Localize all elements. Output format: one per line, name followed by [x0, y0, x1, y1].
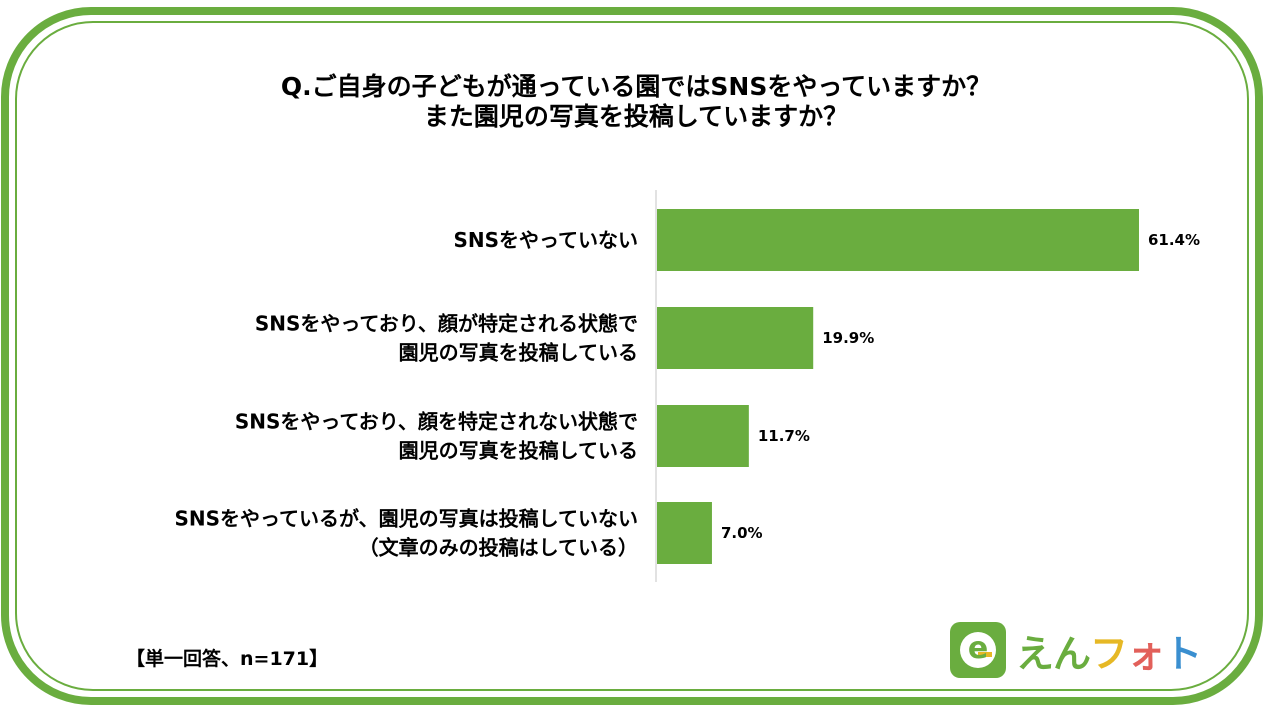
logo-char-0: え [1016, 631, 1054, 676]
enphoto-logo: e えんフォト [950, 622, 1202, 678]
logo-wordmark: えんフォト [1016, 623, 1202, 678]
outer-frame [1, 7, 1263, 705]
chart-title-line-1: Q.ご自身の子どもが通っている園ではSNSをやっていますか？ [280, 72, 992, 101]
logo-char-2: フ [1090, 631, 1128, 676]
logo-char-1: ん [1053, 631, 1091, 676]
logo-char-3: ォ [1127, 631, 1165, 676]
logo-e-icon: e [950, 622, 1006, 678]
chart-title: Q.ご自身の子どもが通っている園ではSNSをやっていますか？ また園児の写真を投… [0, 72, 1272, 132]
inner-frame [15, 21, 1249, 691]
logo-char-4: ト [1164, 631, 1202, 676]
logo-e-letter: e [967, 631, 989, 666]
chart-title-line-2: また園児の写真を投稿していますか？ [423, 102, 849, 131]
sample-size-note: 【単一回答、n=171】 [126, 648, 329, 670]
